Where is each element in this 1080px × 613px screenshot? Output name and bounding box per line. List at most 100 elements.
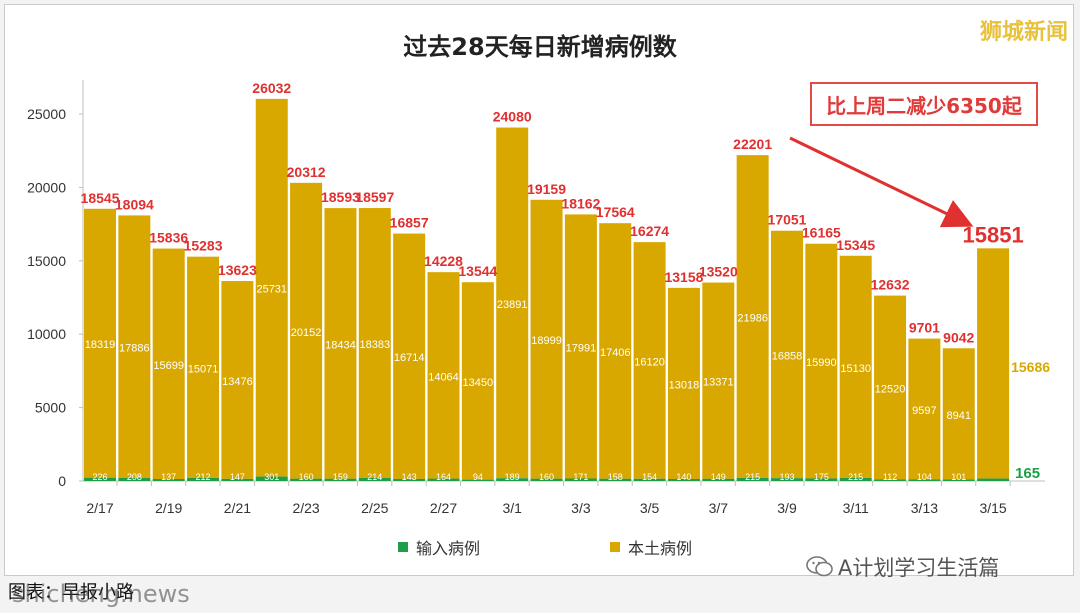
bar-imported [805,478,838,481]
bar-local [461,282,494,480]
bar-imported [187,477,220,481]
x-tick-label: 2/25 [361,500,388,516]
bar-local [839,255,872,478]
bar-local [496,127,529,479]
total-label: 15836 [149,230,188,246]
total-label: 18545 [81,190,120,206]
bar-imported [496,478,529,481]
imported-label: 160 [299,472,314,482]
imported-label: 215 [848,472,863,482]
total-label: 15345 [836,237,875,253]
callout-arrow [789,136,974,228]
total-label: 15283 [184,238,223,254]
total-label: 9042 [943,329,974,345]
bar-imported [290,478,323,481]
total-label: 16165 [802,225,841,241]
y-tick-label: 10000 [27,326,66,342]
local-label: 13450 [463,377,494,389]
total-label: 20312 [287,164,326,180]
imported-label: 140 [676,472,691,482]
watermark: A计划学习生活篇 [806,552,999,582]
imported-label: 101 [951,472,966,482]
local-label: 17406 [600,347,631,359]
local-label: 23891 [497,299,528,311]
local-label: 16120 [634,356,665,368]
x-tick-label: 2/19 [155,500,182,516]
y-tick-label: 20000 [27,179,66,195]
bar-local [599,223,632,479]
total-label: 24080 [493,109,532,125]
imported-label: 143 [402,472,417,482]
x-tick-label: 3/13 [911,500,938,516]
local-label: 15699 [153,360,184,372]
total-label: 17564 [596,204,635,220]
bar-imported [771,478,803,481]
local-label: 17886 [119,343,150,355]
x-tick-label: 3/9 [777,500,797,516]
bar-imported [736,477,769,481]
legend-item-local: 本土病例 [610,535,692,559]
imported-label: 175 [814,472,829,482]
bar-local [771,230,803,479]
imported-label: 154 [642,472,657,482]
bar-local [393,233,426,479]
imported-label: 193 [779,472,794,482]
callout-box: 比上周二减少6350起 [810,82,1038,126]
local-label: 16714 [394,352,425,364]
bar-imported [908,479,941,481]
local-label: 13018 [669,379,700,391]
x-tick-label: 3/11 [843,500,869,516]
total-label: 16274 [630,223,669,239]
imported-label: 112 [883,472,897,482]
x-tick-label: 3/1 [502,500,522,516]
bar-local [152,248,185,479]
bar-imported [324,478,357,481]
total-label: 13623 [218,262,257,278]
local-label: 16858 [772,350,803,362]
bar-imported [393,478,426,481]
brand-logo-text: 狮城新闻 [979,20,1068,45]
bar-imported [599,478,632,481]
bar-imported [702,478,735,481]
bar-imported [633,478,666,481]
total-label: 14228 [424,253,463,269]
local-label: 21986 [737,312,768,324]
bar-local [221,281,254,479]
bar-local [427,272,460,479]
total-label: 26032 [252,80,291,96]
total-label: 16857 [390,215,429,231]
bar-imported [667,478,700,481]
bar-imported [358,477,391,481]
imported-label: 164 [436,472,451,482]
bar-imported [118,477,151,481]
local-label: 12520 [875,383,906,395]
total-label: 18593 [321,189,360,205]
bar-imported [221,478,254,481]
bar-imported [839,477,872,481]
local-label: 20152 [291,327,322,339]
bar-local [290,182,323,479]
bar-imported [84,477,116,481]
local-label: 18319 [85,339,116,351]
bar-local [118,215,151,478]
bar-local [255,98,288,477]
local-label: 15071 [188,363,219,375]
legend: 输入病例 本土病例 [0,535,1080,559]
total-label: 18162 [561,195,600,211]
local-label: 8941 [947,410,971,422]
bar-local [702,282,735,479]
x-tick-label: 2/17 [86,500,113,516]
bar-imported [152,478,185,481]
imported-label: 226 [92,472,107,482]
chart-title: 过去28天每日新增病例数 [403,33,677,61]
bar-local [564,214,597,479]
total-label: 18597 [355,189,394,205]
y-tick-label: 15000 [27,253,66,269]
total-label: 17051 [768,212,807,228]
imported-label: 165 [1015,465,1040,482]
bar-local [736,155,769,478]
bar-imported [530,478,563,481]
bar-local [84,208,116,478]
local-label: 18434 [325,339,356,351]
footer-credit: 图表：早报小路 [8,582,134,603]
